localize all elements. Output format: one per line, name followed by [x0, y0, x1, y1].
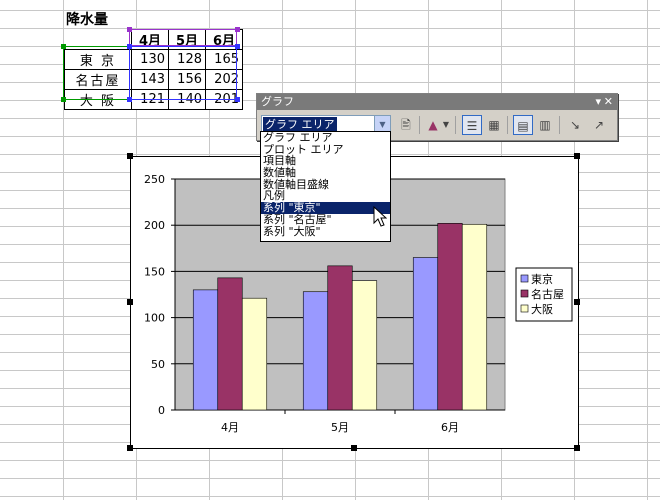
value-cell[interactable]: 130	[131, 49, 169, 70]
legend-swatch[interactable]	[520, 304, 529, 313]
toolbar-titlebar[interactable]: グラフ ▾ ✕	[257, 94, 617, 110]
toolbar-separator	[559, 116, 560, 134]
chart-type-icon[interactable]: ▲	[428, 118, 438, 132]
dropdown-item[interactable]: 系列 "東京"	[261, 202, 390, 214]
x-tick-label[interactable]: 4月	[221, 421, 239, 434]
close-icon[interactable]: ✕	[603, 95, 613, 108]
chart-resize-handle[interactable]	[574, 445, 580, 451]
toolbar-separator	[507, 116, 508, 134]
range-handle[interactable]	[235, 27, 240, 32]
bar[interactable]	[302, 291, 329, 411]
range-handle[interactable]	[235, 97, 240, 102]
city-cell[interactable]: 東 京	[64, 49, 132, 70]
chart-resize-handle[interactable]	[127, 153, 133, 159]
range-handle[interactable]	[127, 27, 132, 32]
range-handle[interactable]	[235, 44, 240, 49]
table-row: 名古屋 143 156 202	[64, 69, 243, 90]
chart-resize-handle[interactable]	[574, 299, 580, 305]
legend-swatch[interactable]	[520, 289, 529, 298]
bar[interactable]	[461, 223, 488, 411]
format-object-icon[interactable]: 🖹	[401, 118, 411, 132]
y-tick-label[interactable]: 250	[144, 173, 165, 186]
range-handle[interactable]	[61, 97, 66, 102]
dropdown-item[interactable]: グラフ エリア	[263, 131, 333, 144]
legend-swatch[interactable]	[520, 274, 529, 283]
table-row: 東 京 130 128 165	[64, 49, 243, 70]
value-cell[interactable]: 165	[205, 49, 243, 70]
bar[interactable]	[351, 280, 378, 411]
range-handle[interactable]	[127, 44, 132, 49]
x-tick-label[interactable]: 5月	[331, 421, 349, 434]
dropdown-item[interactable]: 凡例	[263, 189, 285, 203]
chart-resize-handle[interactable]	[351, 445, 357, 451]
toolbar-separator	[455, 116, 456, 134]
y-tick-label[interactable]: 150	[144, 265, 165, 278]
range-outline-values	[129, 46, 237, 100]
legend-label[interactable]: 大阪	[531, 302, 553, 316]
dropdown-item[interactable]: 系列 "大阪"	[263, 224, 321, 238]
toolbar-title: グラフ	[261, 95, 294, 108]
dropdown-item[interactable]: 数値軸目盛線	[263, 177, 329, 191]
bar[interactable]	[437, 223, 463, 411]
dropdown-item[interactable]: 系列 "名古屋"	[263, 212, 332, 226]
angle-up-icon[interactable]: ↗	[593, 118, 605, 132]
angle-down-icon[interactable]: ↘	[569, 118, 581, 132]
legend-label[interactable]: 名古屋	[531, 287, 564, 301]
chevron-down-icon[interactable]: ▼	[442, 120, 450, 129]
y-tick-label[interactable]: 100	[144, 312, 165, 325]
data-table-icon[interactable]: ▦	[488, 118, 500, 132]
toolbar-options-icon[interactable]: ▾	[595, 95, 601, 108]
y-tick-label[interactable]: 0	[158, 404, 165, 417]
dropdown-item[interactable]: 項目軸	[263, 154, 296, 168]
range-outline-months	[129, 29, 237, 46]
range-outline-cities	[63, 46, 130, 100]
by-column-icon[interactable]: ▥	[539, 118, 551, 132]
range-handle[interactable]	[127, 97, 132, 102]
value-cell[interactable]: 143	[131, 69, 169, 90]
chart-object-select-value: グラフ エリア	[263, 117, 337, 132]
toolbar-separator	[419, 116, 420, 134]
y-tick-label[interactable]: 200	[144, 219, 165, 232]
range-handle[interactable]	[61, 44, 66, 49]
chevron-down-icon[interactable]: ▼	[374, 116, 390, 133]
bar[interactable]	[241, 297, 268, 411]
chart-object-select[interactable]: グラフ エリア ▼	[261, 115, 391, 134]
dropdown-item[interactable]: 数値軸	[263, 166, 296, 180]
bar[interactable]	[217, 277, 243, 411]
chart-resize-handle[interactable]	[127, 299, 133, 305]
bar[interactable]	[192, 289, 219, 411]
bar[interactable]	[412, 257, 439, 411]
mouse-cursor-icon	[373, 206, 387, 227]
value-cell[interactable]: 156	[168, 69, 206, 90]
by-row-icon[interactable]: ▤	[513, 115, 533, 135]
sheet-title[interactable]: 降水量	[66, 12, 108, 28]
chart-resize-handle[interactable]	[574, 153, 580, 159]
chart-object-dropdown: グラフ エリア プロット エリア 項目軸 数値軸 数値軸目盛線 凡例 系列 "東…	[260, 131, 391, 242]
y-tick-label[interactable]: 50	[151, 358, 165, 371]
bar[interactable]	[327, 265, 353, 411]
x-tick-label[interactable]: 6月	[441, 421, 459, 434]
legend-label[interactable]: 東京	[531, 272, 553, 286]
chart-resize-handle[interactable]	[127, 445, 133, 451]
dropdown-item[interactable]: プロット エリア	[263, 142, 344, 156]
legend-icon[interactable]: ☰	[462, 115, 482, 135]
